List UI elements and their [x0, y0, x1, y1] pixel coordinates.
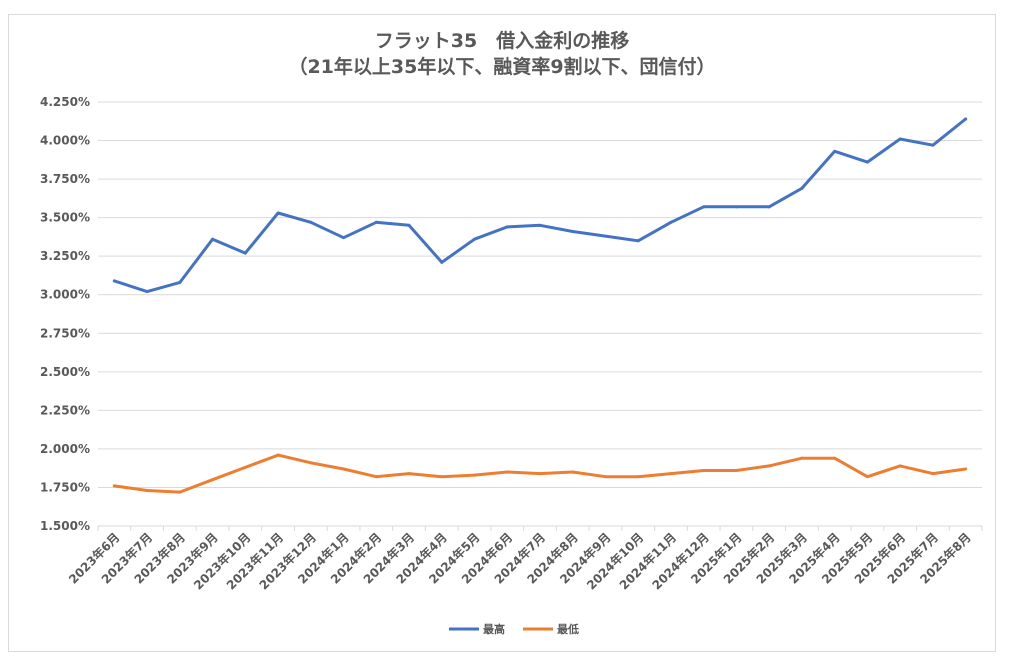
data-point — [473, 237, 477, 241]
data-point — [865, 475, 869, 479]
data-point — [473, 473, 477, 477]
data-point — [964, 467, 968, 471]
x-tick-label: 2024年12月 — [649, 530, 712, 593]
data-point — [603, 475, 607, 479]
data-point — [734, 205, 738, 209]
data-point — [342, 467, 346, 471]
y-tick-label: 2.750% — [40, 326, 90, 340]
chart-subtitle: （21年以上35年以下、融資率9割以下、団信付） — [288, 56, 716, 78]
data-point — [669, 472, 673, 476]
data-point — [571, 470, 575, 474]
data-point — [767, 205, 771, 209]
data-point — [276, 453, 280, 457]
data-point — [342, 236, 346, 240]
y-tick-label: 1.500% — [40, 519, 90, 533]
data-point — [374, 475, 378, 479]
y-tick-label: 3.500% — [40, 211, 90, 225]
y-tick-label: 4.000% — [40, 134, 90, 148]
y-tick-label: 4.250% — [40, 95, 90, 109]
data-point — [538, 472, 542, 476]
data-point — [636, 475, 640, 479]
x-tick-label: 2024年10月 — [583, 530, 646, 593]
y-tick-label: 2.500% — [40, 365, 90, 379]
y-tick-label: 2.000% — [40, 442, 90, 456]
data-point — [538, 223, 542, 227]
data-point — [243, 251, 247, 255]
y-tick-label: 3.750% — [40, 172, 90, 186]
data-point — [178, 280, 182, 284]
data-point — [636, 239, 640, 243]
data-point — [145, 489, 149, 493]
data-point — [603, 234, 607, 238]
data-point — [374, 220, 378, 224]
x-tick-label: 2024年11月 — [616, 530, 679, 593]
data-point — [309, 220, 313, 224]
data-point — [833, 456, 837, 460]
data-point — [767, 464, 771, 468]
data-point — [211, 478, 215, 482]
chart-title-block: フラット35 借入金利の推移 （21年以上35年以下、融資率9割以下、団信付） — [8, 28, 996, 80]
data-point — [407, 472, 411, 476]
x-tick-label: 2023年12月 — [256, 530, 319, 593]
data-point — [898, 464, 902, 468]
data-point — [800, 186, 804, 190]
y-tick-label: 1.750% — [40, 480, 90, 494]
series-line-max — [112, 117, 968, 294]
data-point — [833, 149, 837, 153]
data-point — [734, 468, 738, 472]
data-point — [243, 465, 247, 469]
x-tick-label: 2023年11月 — [223, 530, 286, 593]
data-point — [407, 223, 411, 227]
y-tick-label: 2.250% — [40, 403, 90, 417]
legend-label: 最高 — [483, 622, 505, 636]
data-point — [931, 472, 935, 476]
data-point — [505, 225, 509, 229]
y-tick-label: 3.000% — [40, 288, 90, 302]
data-point — [112, 484, 116, 488]
data-point — [898, 137, 902, 141]
legend-label: 最低 — [557, 622, 579, 636]
data-point — [964, 117, 968, 121]
data-point — [276, 211, 280, 215]
data-point — [800, 456, 804, 460]
data-point — [309, 461, 313, 465]
data-point — [211, 237, 215, 241]
data-point — [702, 468, 706, 472]
data-point — [931, 143, 935, 147]
data-point — [865, 160, 869, 164]
data-point — [145, 290, 149, 294]
data-point — [112, 279, 116, 283]
chart-title: フラット35 借入金利の推移 — [374, 30, 630, 52]
y-tick-label: 3.250% — [40, 249, 90, 263]
data-point — [440, 475, 444, 479]
data-point — [669, 220, 673, 224]
data-point — [178, 490, 182, 494]
data-point — [440, 260, 444, 264]
data-point — [571, 230, 575, 234]
data-point — [505, 470, 509, 474]
x-tick-label: 2023年10月 — [190, 530, 253, 593]
data-point — [702, 205, 706, 209]
